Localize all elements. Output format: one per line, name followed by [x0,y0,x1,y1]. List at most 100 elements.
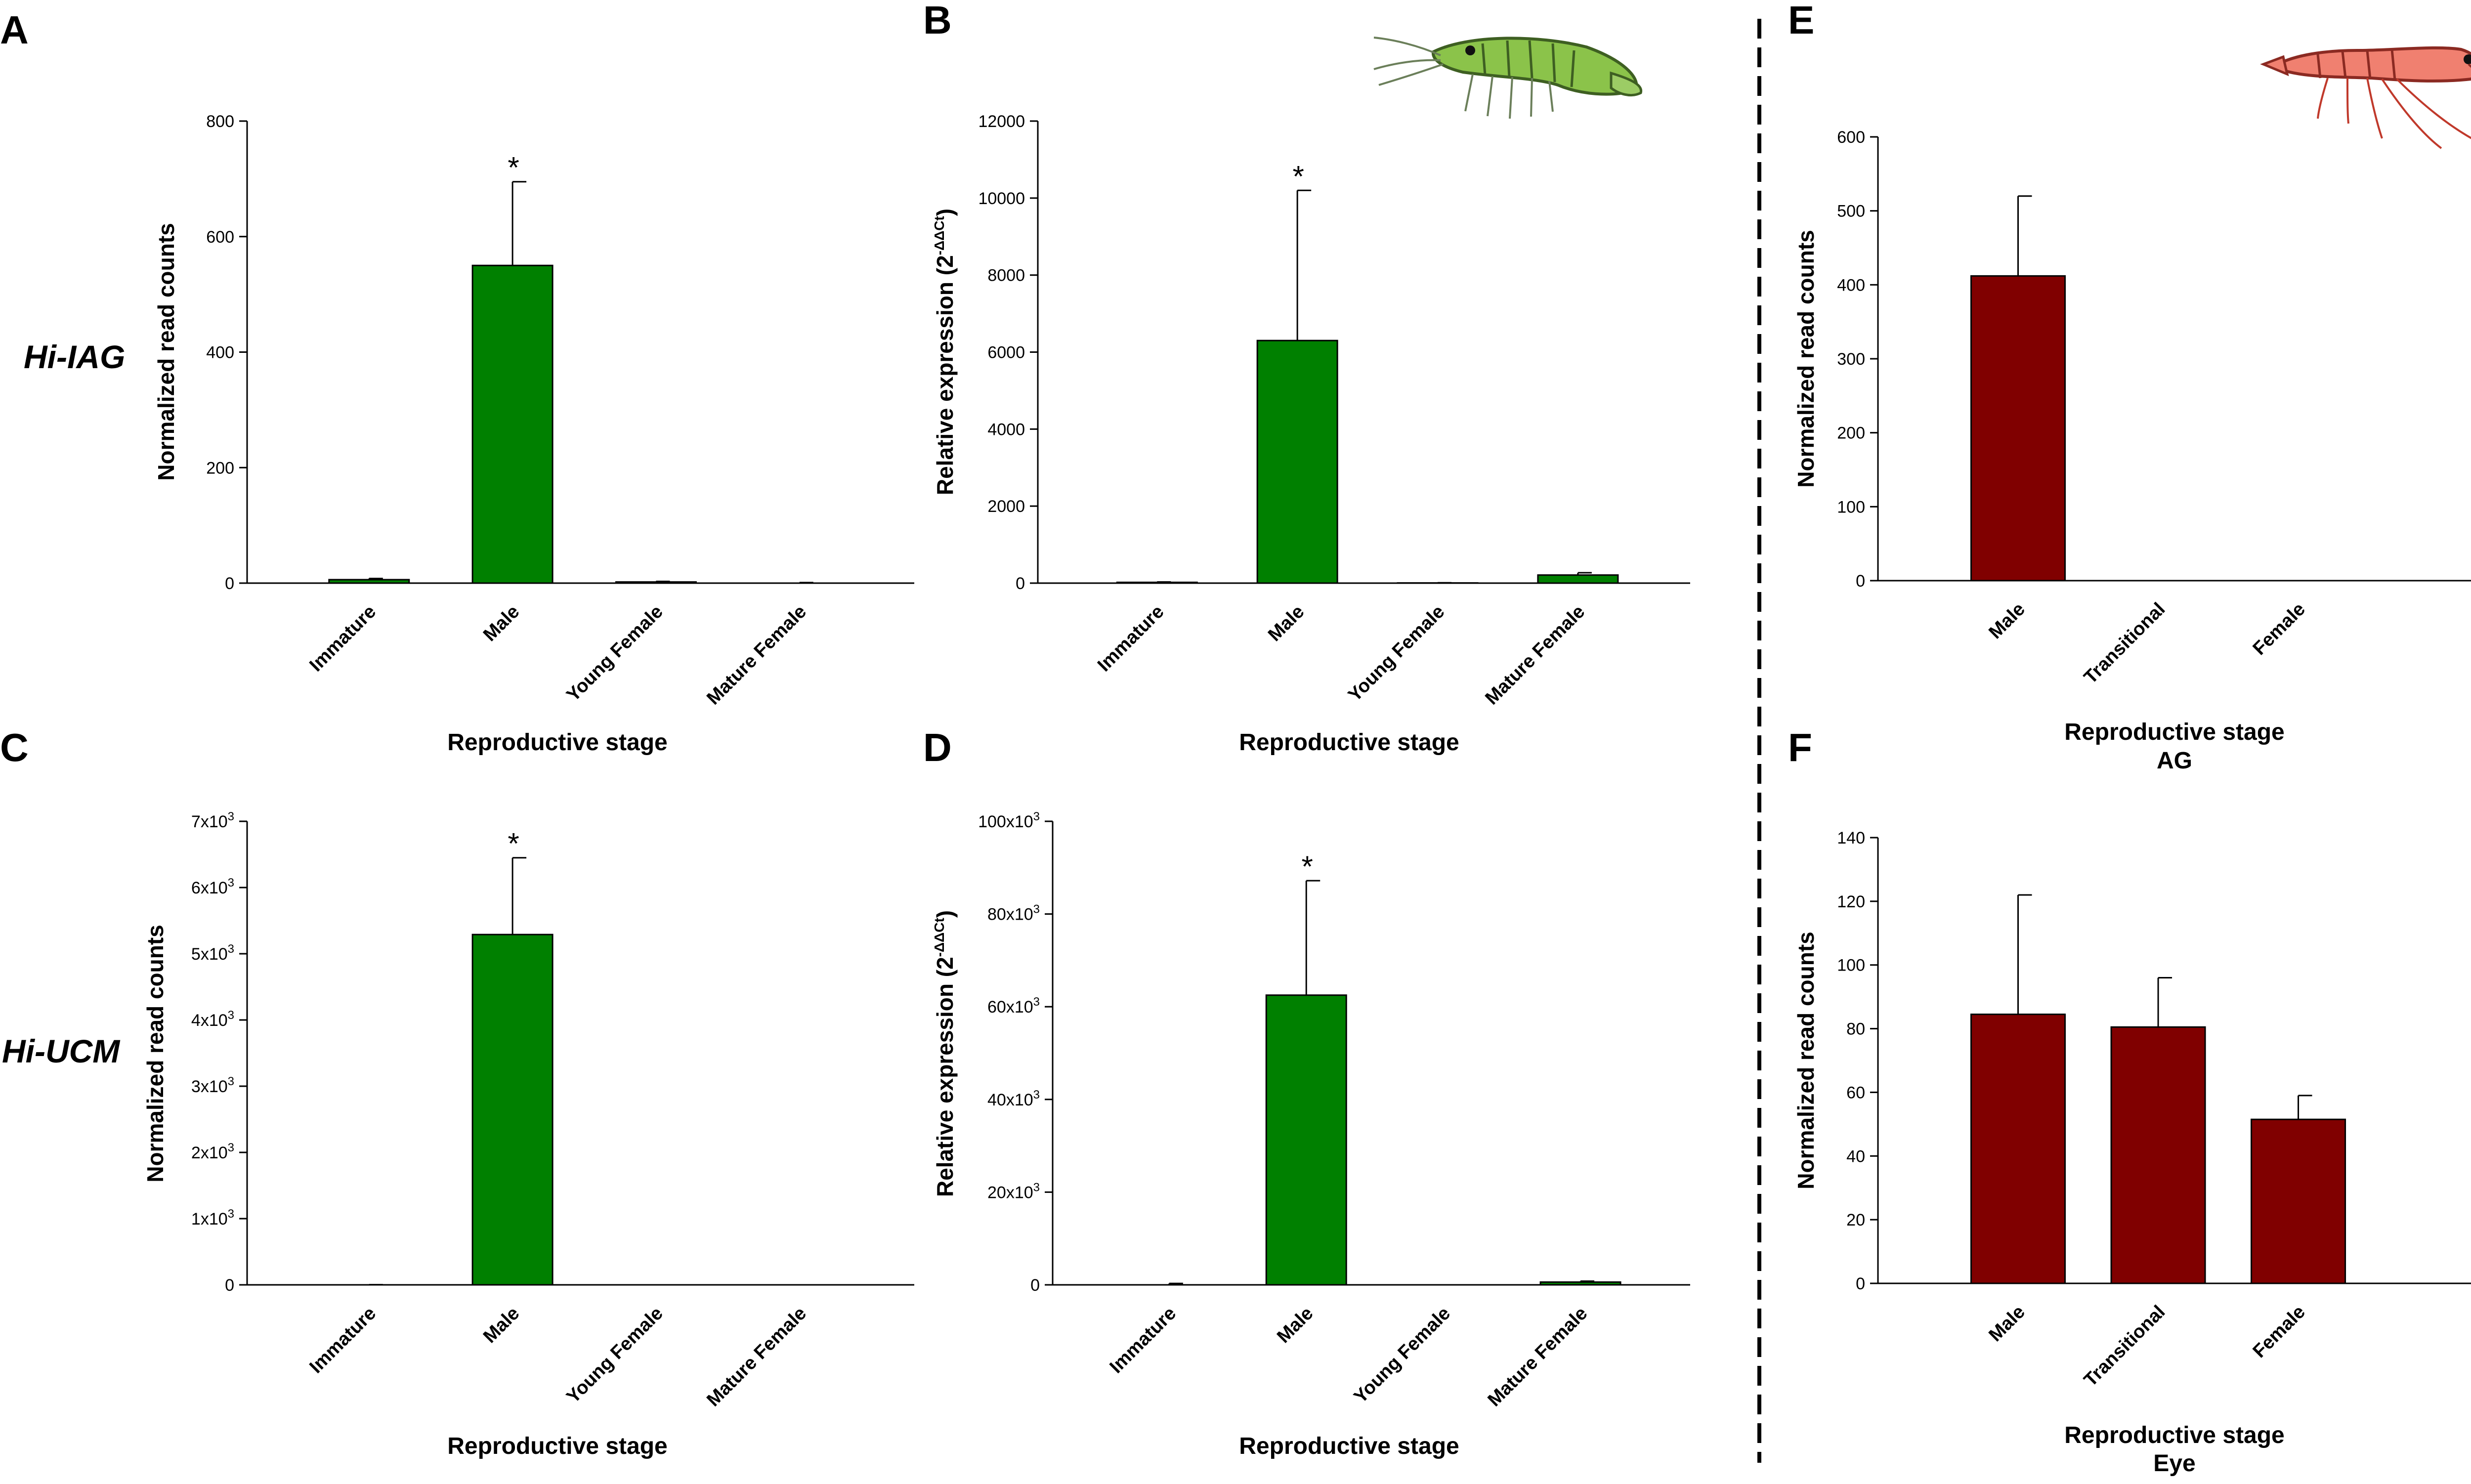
pd-ytick-base: 100x10 [978,812,1033,831]
pa-significance-star: * [508,151,519,184]
pe-ytick-label: 400 [1837,276,1865,295]
pf-ytick-label: 40 [1846,1147,1865,1166]
pa-ytick-label: 400 [206,343,234,362]
pd-ytick-label: 60x103 [987,995,1040,1017]
pd-ytick-exponent: 3 [1033,995,1040,1009]
pe-xtick-label: Transitional [2080,599,2170,688]
pd-ytick-base: 60x10 [987,998,1033,1017]
pd-xtick-label: Mature Female [1484,1303,1592,1411]
pd-ytick-base: 20x10 [987,1183,1033,1202]
pd-xtick-label: Immature [1106,1303,1181,1378]
pb-y-axis-title-main: Relative expression (2 [932,255,958,495]
pb-ytick-label: 12000 [978,112,1025,131]
pf-ytick-label: 120 [1837,892,1865,911]
green-shrimp-icon [1373,37,1643,119]
pb-ytick-label: 8000 [987,266,1025,285]
pe-x-axis-title: Reproductive stage [2064,719,2284,745]
pe-ytick-label: 300 [1837,350,1865,369]
pd-x-axis-title: Reproductive stage [1239,1433,1459,1459]
gene-label-hi-ucm: Hi-UCM [2,1033,121,1069]
pa-xtick-label: Young Female [562,601,667,706]
pb-y-axis-title-exponent: -ΔΔCt [932,216,947,255]
pf-ytick-label: 20 [1846,1211,1865,1230]
pb-y-axis-title-end: ) [932,209,958,216]
panel-label-f: F [1788,725,1812,769]
pc-ytick-exponent: 3 [228,942,234,956]
pf-xtick-label: Female [2249,1302,2309,1362]
pd-bar-male [1265,994,1347,1286]
pa-xtick-label: Mature Female [703,601,810,709]
pc-ytick-exponent: 3 [228,1207,234,1221]
pa-ytick-label: 600 [206,228,234,247]
pb-ytick-label: 0 [1016,574,1025,593]
pe-ytick-label: 100 [1837,498,1865,516]
pc-ytick-label: 4x103 [191,1009,234,1030]
pe-y-axis-title: Normalized read counts [1793,230,1819,487]
pb-xtick-label: Male [1264,601,1308,645]
pd-y-axis-title: Relative expression (2-ΔΔCt) [932,910,958,1197]
pe-ytick-label: 200 [1837,424,1865,443]
pb-ytick-label: 6000 [987,343,1025,362]
pc-ytick-exponent: 3 [228,876,234,890]
pb-xtick-label: Young Female [1344,601,1449,706]
pc-ytick-label: 7x103 [191,810,234,831]
pd-y-axis-title-main: Relative expression (2 [932,957,958,1197]
pd-ytick-base: 80x10 [987,905,1033,924]
pa-ytick-label: 0 [225,574,234,593]
pe-xtick-label: Female [2249,599,2309,659]
pc-xtick-label: Male [479,1303,523,1347]
pc-ytick-exponent: 3 [228,1009,234,1022]
panel-label-c: C [0,725,29,769]
pa-ytick-label: 800 [206,112,234,131]
pb-bar-male [1256,339,1338,584]
pc-ytick-exponent: 3 [228,810,234,823]
pd-ytick-label: 20x103 [987,1181,1040,1202]
pd-ytick-label: 100x103 [978,810,1040,831]
pb-ytick-label: 4000 [987,420,1025,439]
panel-label-a: A [0,8,29,52]
chart-panel-c: 01x1032x1033x1034x1035x1036x1037x103Imma… [142,810,914,1459]
pc-ytick-label: 2x103 [191,1141,234,1162]
pf-ytick-label: 60 [1846,1083,1865,1102]
pf-xtick-label: Male [1985,1302,2029,1346]
pc-significance-star: * [508,827,519,860]
pd-xtick-label: Young Female [1350,1303,1454,1407]
pc-ytick-exponent: 3 [228,1141,234,1154]
pa-ytick-label: 200 [206,459,234,477]
pc-xtick-label: Mature Female [703,1303,810,1411]
chart-panel-e: 0 100 200 300 400 500 600 Male Transitional Femal… [1793,128,2471,774]
pd-y-axis-title-exponent: -ΔΔCt [932,918,947,957]
pa-bar-male [471,264,554,584]
pf-ytick-label: 140 [1837,829,1865,848]
pb-y-axis-title: Relative expression (2-ΔΔCt) [932,209,958,495]
pc-ytick-base: 5x10 [191,945,228,964]
pf-x-axis-title: Reproductive stage [2064,1422,2284,1448]
pd-ytick-exponent: 3 [1033,1181,1040,1194]
pc-ytick-label: 6x103 [191,876,234,897]
pd-bar-mature-female [1539,1281,1621,1286]
panel-label-b: B [923,0,952,42]
pf-bar-female [2251,1118,2346,1284]
pc-ytick-base: 1x10 [191,1210,228,1229]
pe-ytick-label: 0 [1856,572,1865,591]
pf-bar-male [1970,1014,2066,1284]
pc-xtick-label: Immature [305,1303,380,1378]
pc-ytick-exponent: 3 [228,1075,234,1088]
pc-ytick-base: 3x10 [191,1077,228,1096]
pf-ytick-label: 100 [1837,956,1865,975]
chart-panel-a: 0 200 400 600 800 Immature * Male Young Female Ma… [153,112,914,756]
pc-ytick-label: 5x103 [191,942,234,964]
pa-xtick-label: Immature [305,601,380,676]
red-shrimp-icon [2260,46,2471,149]
pb-x-axis-title: Reproductive stage [1239,729,1459,756]
pb-bar-mature-female [1537,574,1619,584]
pe-xtick-label: Male [1985,599,2029,643]
pd-ytick-label: 80x103 [987,903,1040,924]
pe-ytick-label: 500 [1837,202,1865,221]
pf-tissue-label: Eye [2153,1450,2195,1477]
pf-ytick-label: 0 [1856,1274,1865,1293]
gene-label-hi-iag: Hi-IAG [24,339,125,375]
pd-ytick-label: 40x103 [987,1088,1040,1109]
pf-xtick-label: Transitional [2080,1302,2170,1391]
